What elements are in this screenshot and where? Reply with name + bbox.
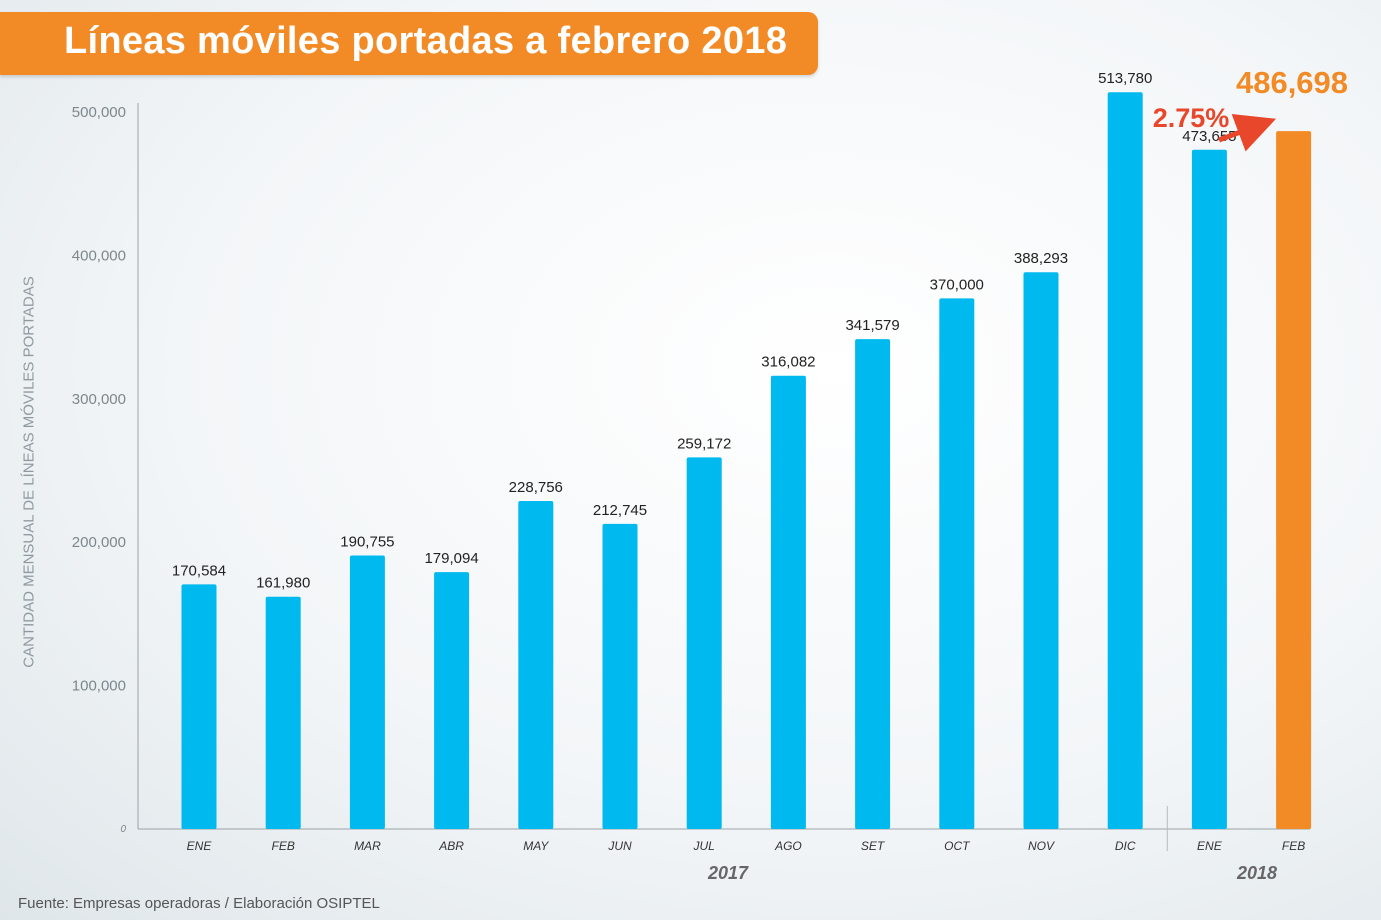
- x-tick-label: DIC: [1115, 839, 1136, 853]
- x-tick-label: OCT: [944, 839, 971, 853]
- bar-value-label: 388,293: [1014, 250, 1068, 267]
- bar-value-label: 228,756: [509, 479, 563, 496]
- growth-arrow-icon: [1218, 113, 1277, 152]
- chart-title: Líneas móviles portadas a febrero 2018: [64, 20, 788, 62]
- y-tick-label: 100,000: [72, 678, 126, 695]
- title-banner: Líneas móviles portadas a febrero 2018: [0, 12, 818, 75]
- bar-ene-0: [181, 584, 217, 829]
- x-tick-label: SET: [861, 839, 886, 853]
- x-tick-label: JUL: [693, 839, 715, 853]
- bar-ene-12: [1191, 149, 1227, 829]
- bar-value-label: 190,755: [340, 533, 394, 550]
- bar-dic-11: [1107, 92, 1143, 829]
- x-tick-label: FEB: [1282, 839, 1305, 853]
- y-tick-label: 300,000: [72, 391, 126, 408]
- y-tick-label: 500,000: [72, 104, 126, 121]
- bar-jun-5: [602, 523, 638, 829]
- x-tick-label: ENE: [187, 839, 213, 853]
- bar-may-4: [518, 500, 554, 829]
- x-tick-label: NOV: [1028, 839, 1055, 853]
- x-tick-label: AGO: [774, 839, 802, 853]
- bar-value-label: 170,584: [172, 562, 226, 579]
- bar-jul-6: [686, 457, 722, 829]
- bar-mar-2: [349, 555, 385, 829]
- bar-value-label: 341,579: [845, 317, 899, 334]
- bar-value-label: 316,082: [761, 354, 815, 371]
- source-note: Fuente: Empresas operadoras / Elaboració…: [18, 895, 380, 912]
- year-label-2017: 2017: [707, 863, 749, 883]
- growth-percentage-label: 2.75%: [1153, 103, 1230, 133]
- x-tick-label: JUN: [607, 839, 632, 853]
- bar-oct-9: [939, 298, 975, 829]
- bar-feb-1: [265, 596, 301, 829]
- bar-feb-13: [1276, 131, 1312, 829]
- year-label-2018: 2018: [1236, 863, 1277, 883]
- x-tick-label: ABR: [438, 839, 464, 853]
- x-tick-label: MAY: [523, 839, 549, 853]
- bar-nov-10: [1023, 272, 1059, 829]
- x-tick-label: ENE: [1197, 839, 1223, 853]
- bar-value-label: 259,172: [677, 435, 731, 452]
- bar-set-8: [855, 339, 891, 829]
- bar-value-label: 179,094: [424, 550, 478, 567]
- bar-value-label: 212,745: [593, 502, 647, 519]
- x-tick-label: FEB: [272, 839, 295, 853]
- y-tick-label: 200,000: [72, 534, 126, 551]
- bar-value-label: 161,980: [256, 575, 310, 592]
- bar-value-label: 513,780: [1098, 70, 1152, 87]
- highlight-value-label: 486,698: [1236, 65, 1348, 100]
- bar-value-label: 370,000: [930, 276, 984, 293]
- y-tick-label: 0: [120, 824, 126, 835]
- x-tick-label: MAR: [354, 839, 381, 853]
- bar-abr-3: [434, 572, 470, 829]
- bar-ago-7: [770, 375, 806, 829]
- y-tick-label: 400,000: [72, 247, 126, 264]
